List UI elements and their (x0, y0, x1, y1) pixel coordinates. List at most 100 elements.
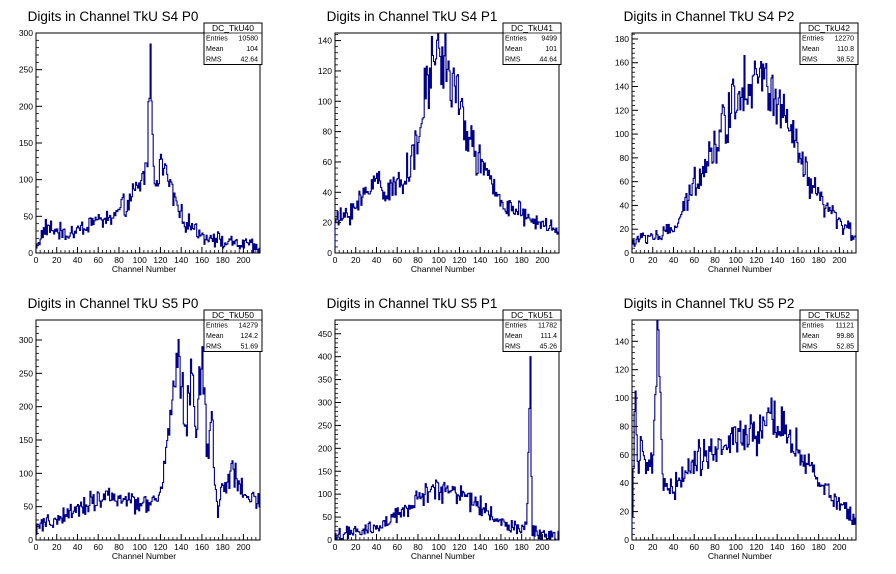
stats-box-frame (799, 22, 859, 65)
stats-label: Entries (206, 323, 228, 330)
stats-box-name: DC_TkU40 (212, 23, 254, 33)
y-tick-label: 200 (318, 443, 332, 453)
y-tick-label: 150 (19, 435, 33, 445)
x-tick-label: 140 (770, 542, 784, 552)
x-tick-label: 100 (432, 542, 446, 552)
y-tick-label: 100 (615, 129, 629, 139)
x-tick-label: 100 (133, 255, 147, 265)
x-tick-label: 20 (52, 542, 62, 552)
chart-title: Digits in Channel TkU S4 P2 (624, 9, 795, 24)
y-tick-label: 150 (318, 466, 332, 476)
histogram-line (35, 338, 260, 540)
y-tick-label: 300 (19, 28, 33, 38)
x-tick-label: 120 (153, 255, 167, 265)
x-tick-label: 120 (452, 542, 466, 552)
stats-value: 51.69 (240, 344, 258, 351)
chart-title: Digits in Channel TkU S4 P0 (28, 9, 199, 24)
histogram-panel: Digits in Channel TkU S4 P0 0 20 40 60 80 100 1… (19, 9, 263, 274)
x-tick-label: 200 (832, 255, 846, 265)
y-tick-label: 140 (615, 82, 629, 92)
x-axis-ticks: 0 20 40 60 80 100 120 140 160 180 200 (630, 247, 857, 265)
stats-label: Mean (802, 46, 820, 53)
y-tick-label: 100 (318, 96, 332, 106)
x-tick-label: 200 (535, 255, 549, 265)
stats-value: 42.64 (240, 57, 258, 64)
stats-value: 52.85 (836, 344, 854, 351)
y-tick-label: 200 (19, 402, 33, 412)
stats-label: Entries (505, 323, 527, 330)
y-tick-label: 0 (327, 535, 332, 545)
chart-title: Digits in Channel TkU S4 P1 (327, 9, 498, 24)
panels: Digits in Channel TkU S4 P0 0 20 40 60 80 100 1… (19, 9, 859, 561)
x-tick-label: 160 (791, 542, 805, 552)
stats-value: 45.26 (539, 344, 557, 351)
y-axis-ticks: 0 20 40 60 80 100 120 140 (318, 34, 341, 258)
y-tick-label: 150 (19, 138, 33, 148)
x-tick-label: 80 (413, 542, 423, 552)
x-tick-label: 40 (73, 542, 83, 552)
x-tick-label: 140 (770, 255, 784, 265)
stats-box-frame (799, 309, 859, 352)
y-tick-label: 50 (24, 211, 34, 221)
stats-box-frame (203, 22, 263, 65)
stats-value: 99.86 (836, 333, 854, 340)
stats-value: 12270 (835, 36, 855, 43)
histogram-panel: Digits in Channel TkU S5 P1 0 20 40 60 80 100 1… (318, 296, 562, 561)
x-tick-label: 200 (832, 542, 846, 552)
y-axis-ticks: 0 50 100 150 200 250 300 350 400 450 (318, 319, 341, 545)
x-tick-label: 80 (114, 542, 124, 552)
x-tick-label: 160 (494, 255, 508, 265)
y-axis-ticks: 0 20 40 60 80 100 120 140 (615, 323, 638, 545)
x-tick-label: 140 (174, 542, 188, 552)
y-tick-label: 40 (620, 478, 630, 488)
x-tick-label: 80 (413, 255, 423, 265)
x-tick-label: 60 (689, 542, 699, 552)
stats-value: 38.52 (836, 57, 854, 64)
x-axis-label: Channel Number (112, 551, 176, 561)
histogram-line (631, 320, 856, 540)
x-tick-label: 0 (34, 255, 39, 265)
stats-value: 11782 (538, 323, 557, 330)
x-tick-label: 20 (351, 255, 361, 265)
x-tick-label: 20 (648, 542, 658, 552)
x-tick-label: 100 (432, 255, 446, 265)
y-tick-label: 80 (620, 153, 630, 163)
x-tick-label: 180 (216, 255, 230, 265)
y-tick-label: 50 (323, 512, 333, 522)
stats-label: Mean (206, 46, 224, 53)
y-tick-label: 0 (28, 248, 33, 258)
stats-box: DC_TkU42 Entries 12270 Mean 110.8 RMS 38.52 (799, 22, 859, 65)
stats-box-name: DC_TkU50 (212, 310, 254, 320)
x-tick-label: 180 (812, 255, 826, 265)
y-axis-ticks: 0 50 100 150 200 250 300 (19, 319, 42, 545)
stats-value: 104 (246, 46, 258, 53)
x-tick-label: 20 (648, 255, 658, 265)
x-tick-label: 60 (392, 542, 402, 552)
x-tick-label: 60 (689, 255, 699, 265)
stats-label: Mean (505, 46, 523, 53)
x-tick-label: 100 (133, 542, 147, 552)
stats-box-name: DC_TkU41 (511, 23, 553, 33)
x-tick-label: 180 (812, 542, 826, 552)
stats-box-frame (502, 22, 562, 65)
y-tick-label: 100 (318, 489, 332, 499)
stats-value: 111.4 (541, 333, 558, 340)
y-tick-label: 100 (19, 175, 33, 185)
y-tick-label: 60 (620, 177, 630, 187)
y-tick-label: 100 (19, 468, 33, 478)
y-tick-label: 250 (19, 368, 33, 378)
x-tick-label: 40 (669, 542, 679, 552)
y-tick-label: 50 (24, 502, 34, 512)
y-tick-label: 250 (19, 65, 33, 75)
stats-value: 44.64 (539, 57, 557, 64)
y-tick-label: 80 (620, 421, 630, 431)
x-tick-label: 200 (535, 542, 549, 552)
histogram-line (35, 43, 260, 253)
x-tick-label: 80 (114, 255, 124, 265)
x-tick-label: 60 (93, 542, 103, 552)
y-tick-label: 120 (318, 66, 332, 76)
x-tick-label: 180 (515, 542, 529, 552)
y-axis-ticks: 0 50 100 150 200 250 300 (19, 28, 42, 258)
x-tick-label: 0 (333, 255, 338, 265)
